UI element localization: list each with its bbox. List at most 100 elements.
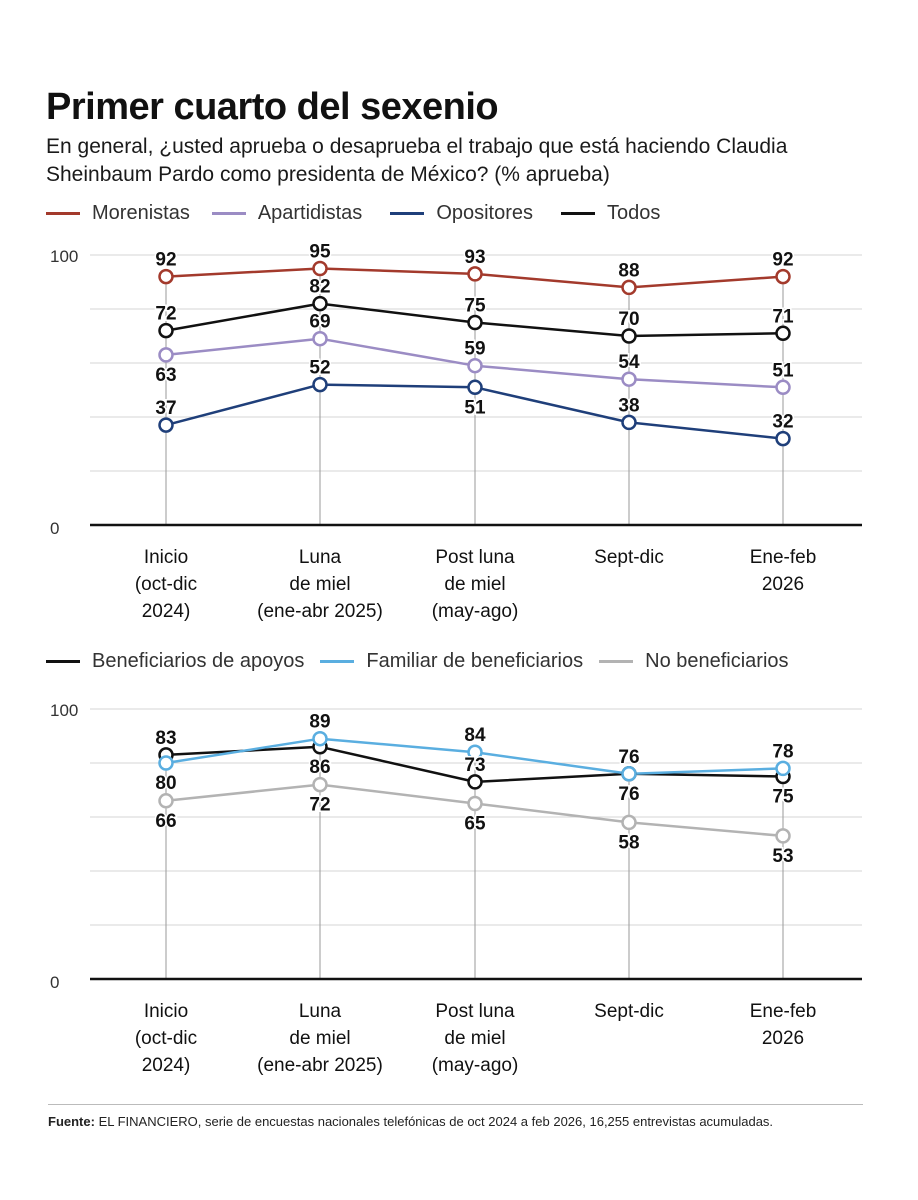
data-point-morenistas xyxy=(312,260,328,277)
data-label-apartidistas: 59 xyxy=(464,339,485,360)
legend-label: Familiar de beneficiarios xyxy=(366,649,584,672)
data-label-beneficiarios-de-apoyos: 75 xyxy=(772,787,794,808)
data-point-familiar-de-beneficiarios xyxy=(467,744,483,760)
chart-bottom: 100 0 Inicio (oct-dic 2024) Luna de miel (ene-a… xyxy=(50,701,862,1076)
data-label-apartidistas: 63 xyxy=(155,365,176,386)
y-tick-label-max: 100 xyxy=(50,701,78,720)
data-label-no-beneficiarios: 72 xyxy=(309,795,330,816)
data-point-apartidistas xyxy=(621,371,637,387)
x-tick-label: 2024) xyxy=(142,601,191,622)
data-point-morenistas xyxy=(621,279,637,296)
legend-item-beneficiarios-de-apoyos: Beneficiarios de apoyos xyxy=(46,650,304,673)
legend-item-familiar-de-beneficiarios: Familiar de beneficiarios xyxy=(320,650,583,673)
data-label-beneficiarios-de-apoyos: 83 xyxy=(155,728,176,749)
data-label-no-beneficiarios: 66 xyxy=(155,811,176,832)
x-tick-label: (may-ago) xyxy=(432,1055,519,1076)
legend-label: No beneficiarios xyxy=(645,649,789,672)
data-label-todos: 70 xyxy=(618,309,639,330)
x-tick-label: Luna xyxy=(299,547,342,568)
data-label-todos: 82 xyxy=(309,277,330,298)
data-point-morenistas xyxy=(158,268,174,285)
data-label-familiar-de-beneficiarios: 80 xyxy=(155,773,176,794)
data-point-todos xyxy=(775,325,791,342)
data-point-familiar-de-beneficiarios xyxy=(312,730,328,747)
data-label-beneficiarios-de-apoyos: 76 xyxy=(618,784,639,805)
legend-bottom: Beneficiarios de apoyos Familiar de benef… xyxy=(46,648,789,674)
legend-swatch xyxy=(390,211,425,215)
legend-item-opositores: Opositores xyxy=(390,202,533,225)
data-label-familiar-de-beneficiarios: 84 xyxy=(464,725,486,746)
legend-swatch xyxy=(46,659,80,663)
data-point-no-beneficiarios xyxy=(467,795,483,812)
data-label-opositores: 37 xyxy=(155,398,176,419)
x-tick-label: (oct-dic xyxy=(135,574,197,595)
data-label-beneficiarios-de-apoyos: 86 xyxy=(309,757,330,778)
data-label-familiar-de-beneficiarios: 78 xyxy=(772,741,793,762)
data-point-opositores xyxy=(312,376,328,393)
x-tick-label: 2026 xyxy=(762,574,804,595)
legend-item-todos: Todos xyxy=(561,202,660,225)
data-point-todos xyxy=(312,295,328,312)
data-label-todos: 75 xyxy=(464,296,486,317)
data-point-familiar-de-beneficiarios xyxy=(621,766,637,782)
y-tick-label-max: 100 xyxy=(50,247,78,266)
chart-top: 100 0 Inicio (oct-dic 2024) Luna de miel (ene-a… xyxy=(50,240,862,622)
x-tick-label: Post luna xyxy=(435,547,515,568)
data-point-apartidistas xyxy=(312,330,328,347)
x-tick-label: 2026 xyxy=(762,1028,804,1049)
data-label-no-beneficiarios: 65 xyxy=(464,814,486,835)
data-point-todos xyxy=(621,328,637,344)
source-label: Fuente: xyxy=(48,1114,95,1129)
data-label-no-beneficiarios: 53 xyxy=(772,846,793,867)
data-point-todos xyxy=(158,322,174,339)
x-tick-label: 2024) xyxy=(142,1055,191,1076)
data-point-familiar-de-beneficiarios xyxy=(158,755,174,771)
data-point-no-beneficiarios xyxy=(312,776,328,793)
data-label-beneficiarios-de-apoyos: 73 xyxy=(464,755,485,776)
footer-divider xyxy=(48,1104,863,1105)
y-tick-label-min: 0 xyxy=(50,973,59,992)
data-label-morenistas: 93 xyxy=(464,247,485,268)
legend-swatch xyxy=(211,211,246,215)
data-point-no-beneficiarios xyxy=(621,814,637,831)
data-label-morenistas: 88 xyxy=(618,260,639,281)
chart-title: Primer cuarto del sexenio xyxy=(46,86,499,128)
x-tick-label: de miel xyxy=(444,1028,505,1049)
x-tick-label: Luna xyxy=(299,1001,342,1022)
data-point-morenistas xyxy=(775,268,791,285)
x-tick-label: (oct-dic xyxy=(135,1028,197,1049)
legend-item-apartidistas: Apartidistas xyxy=(211,201,363,225)
legend-top: Morenistas Apartidistas Opositores Todos xyxy=(46,200,660,226)
data-label-morenistas: 92 xyxy=(155,250,176,271)
legend-label: Todos xyxy=(607,201,661,224)
data-label-morenistas: 95 xyxy=(309,242,331,263)
x-tick-label: Inicio xyxy=(144,547,188,568)
data-point-familiar-de-beneficiarios xyxy=(775,760,791,777)
data-label-morenistas: 92 xyxy=(772,250,793,271)
legend-label: Morenistas xyxy=(92,201,190,224)
data-point-apartidistas xyxy=(158,347,174,363)
legend-swatch xyxy=(561,211,596,215)
x-tick-label: Inicio xyxy=(144,1001,188,1022)
legend-label: Opositores xyxy=(436,201,534,224)
y-tick-label-min: 0 xyxy=(50,519,59,538)
data-point-opositores xyxy=(467,379,483,396)
legend-swatch xyxy=(599,659,634,663)
data-point-opositores xyxy=(775,430,791,447)
x-tick-label: (may-ago) xyxy=(432,601,519,622)
x-tick-label: de miel xyxy=(289,1028,350,1049)
legend-swatch xyxy=(320,659,355,663)
data-label-opositores: 32 xyxy=(772,412,793,433)
data-point-opositores xyxy=(158,417,174,433)
data-label-familiar-de-beneficiarios: 76 xyxy=(618,747,639,768)
x-tick-label: Sept-dic xyxy=(594,1001,664,1022)
x-tick-label: de miel xyxy=(289,574,350,595)
source-note: Fuente: EL FINANCIERO, serie de encuesta… xyxy=(48,1114,773,1129)
x-tick-label: Post luna xyxy=(435,1001,515,1022)
data-point-apartidistas xyxy=(467,357,483,374)
data-label-todos: 72 xyxy=(155,304,176,325)
data-label-opositores: 38 xyxy=(618,395,639,416)
data-point-morenistas xyxy=(467,266,483,282)
legend-label: Apartidistas xyxy=(257,201,363,224)
legend-item-no-beneficiarios: No beneficiarios xyxy=(599,649,789,673)
